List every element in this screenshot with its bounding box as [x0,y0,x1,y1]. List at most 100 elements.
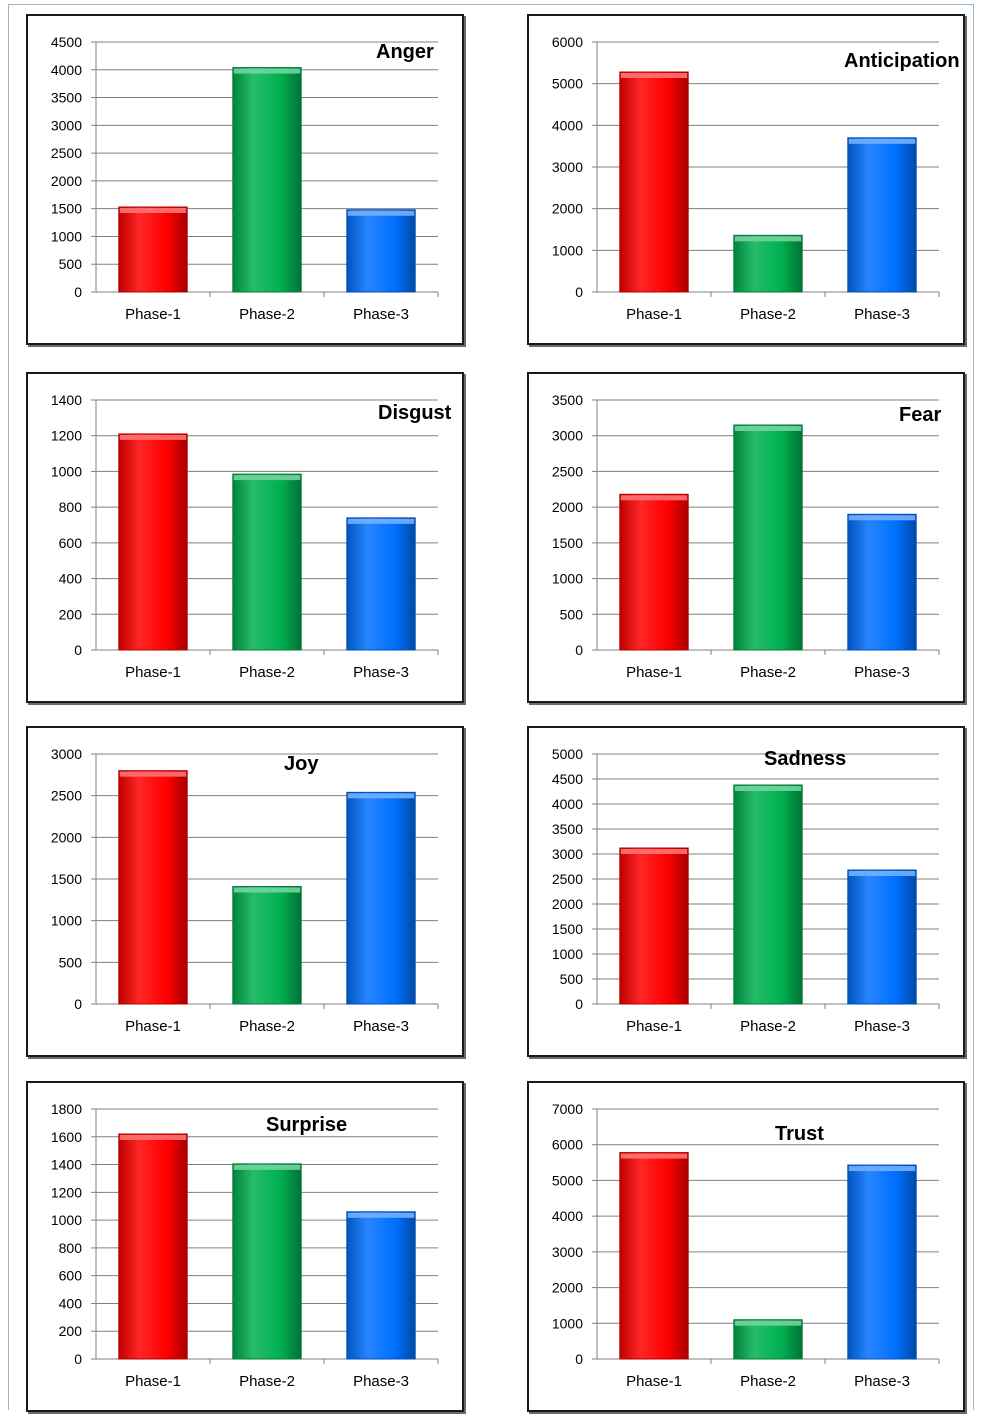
bar-highlight [620,849,688,854]
bar-phase-2 [733,424,803,651]
bar-chart-fear: 0 500 1000 1500 2000 2500 3000 3500 Phase-1 Phase… [552,392,942,681]
y-tick-label: 0 [575,284,583,300]
chart-title: Surprise [266,1114,347,1136]
y-tick-label: 0 [74,642,82,658]
bar-phase-3 [847,137,917,293]
y-tick-label: 1000 [552,1315,583,1331]
chart-title: Trust [775,1123,824,1145]
chart-panel-joy: 0 500 1000 1500 2000 2500 3000 Phase-1 Phase-2 Ph… [26,726,464,1057]
y-tick-label: 200 [59,1323,83,1339]
chart-panel-trust: 0 1000 2000 3000 4000 5000 6000 7000 Phase-1 Phas… [527,1081,965,1412]
chart-panel-surprise: 0 200 400 600 800 1000 1200 1400 1600 1800 Phase-1… [26,1081,464,1412]
y-tick-label: 4000 [552,796,583,812]
y-tick-label: 1500 [552,921,583,937]
bar-highlight [734,1320,802,1326]
bar-highlight [848,515,916,521]
bar-phase-1 [619,493,689,651]
bar-phase-3 [847,1164,917,1360]
y-tick-label: 2500 [51,788,82,804]
bar-chart-anger: 0 500 1000 1500 2000 2500 3000 3500 4000 4500 Phas… [51,34,439,323]
chart-title: Disgust [378,402,452,424]
y-tick-label: 1500 [51,871,82,887]
y-tick-label: 1800 [51,1101,82,1117]
x-category-label: Phase-1 [626,664,682,681]
y-tick-label: 1400 [51,1157,82,1173]
y-tick-label: 3000 [552,846,583,862]
x-category-label: Phase-1 [125,1373,181,1390]
x-category-label: Phase-2 [239,1018,295,1035]
y-tick-label: 4500 [51,34,82,50]
y-tick-label: 7000 [552,1101,583,1117]
x-category-label: Phase-3 [854,1018,910,1035]
bar-highlight [233,1164,301,1170]
y-tick-label: 500 [560,971,584,987]
x-category-label: Phase-3 [854,1373,910,1390]
bar-chart-trust: 0 1000 2000 3000 4000 5000 6000 7000 Phase-1 Phas… [552,1101,940,1390]
bar-highlight [233,475,301,481]
y-tick-label: 1600 [51,1129,82,1145]
y-tick-label: 500 [560,606,584,622]
bar-highlight [347,518,415,524]
chart-panel-disgust: 0 200 400 600 800 1000 1200 1400 Phase-1 Phase-2 P… [26,372,464,703]
y-tick-label: 3000 [51,746,82,762]
x-category-label: Phase-1 [125,1018,181,1035]
x-category-label: Phase-2 [239,664,295,681]
chart-panel-anticipation: 0 1000 2000 3000 4000 5000 6000 Phase-1 Phase-2 P… [527,14,965,345]
y-tick-label: 2000 [552,1280,583,1296]
bar-phase-2 [733,784,803,1005]
bar-highlight [347,1212,415,1218]
y-tick-label: 400 [59,1295,83,1311]
y-tick-label: 2500 [552,871,583,887]
x-category-label: Phase-3 [854,664,910,681]
bar-highlight [119,771,187,777]
y-tick-label: 1000 [51,463,82,479]
y-tick-label: 2000 [51,173,82,189]
y-tick-label: 1000 [51,1212,82,1228]
x-category-label: Phase-1 [626,1373,682,1390]
y-tick-label: 3500 [51,90,82,106]
x-category-label: Phase-3 [353,1018,409,1035]
bar-phase-1 [619,71,689,293]
y-tick-label: 3000 [552,1244,583,1260]
chart-panel-sadness: 0 500 1000 1500 2000 2500 3000 3500 4000 4500 5000… [527,726,965,1057]
chart-title: Anticipation [844,50,960,72]
chart-title: Sadness [764,748,846,770]
x-category-label: Phase-2 [740,664,796,681]
chart-title: Joy [284,753,319,775]
bar-highlight [848,1166,916,1172]
chart-title: Anger [376,41,434,63]
y-tick-label: 3000 [552,159,583,175]
bar-chart-surprise: 0 200 400 600 800 1000 1200 1400 1600 1800 Phase-1… [51,1101,439,1390]
y-tick-label: 1000 [552,946,583,962]
bar-phase-1 [118,770,188,1005]
y-tick-label: 1500 [51,201,82,217]
y-tick-label: 0 [74,1351,82,1367]
y-tick-label: 3000 [51,117,82,133]
bar-highlight [848,871,916,876]
y-tick-label: 2000 [552,896,583,912]
y-tick-label: 0 [575,996,583,1012]
y-tick-label: 4000 [51,62,82,78]
y-tick-label: 1000 [51,913,82,929]
bar-phase-3 [346,791,416,1005]
bar-highlight [620,73,688,78]
y-tick-label: 1400 [51,392,82,408]
bar-highlight [620,1153,688,1159]
bar-chart-joy: 0 500 1000 1500 2000 2500 3000 Phase-1 Phase-2 Ph… [51,746,439,1035]
chart-title: Fear [899,404,941,426]
y-tick-label: 600 [59,535,83,551]
x-category-label: Phase-3 [353,306,409,323]
x-category-label: Phase-2 [239,1373,295,1390]
x-category-label: Phase-2 [239,306,295,323]
bar-highlight [734,236,802,242]
y-tick-label: 1500 [552,535,583,551]
y-tick-label: 3000 [552,428,583,444]
bar-highlight [734,426,802,431]
y-tick-label: 600 [59,1268,83,1284]
y-tick-label: 200 [59,606,83,622]
y-tick-label: 2500 [552,463,583,479]
bar-chart-anticipation: 0 1000 2000 3000 4000 5000 6000 Phase-1 Phase-2 P… [552,34,960,323]
y-tick-label: 500 [59,954,83,970]
y-tick-label: 6000 [552,34,583,50]
bar-highlight [347,210,415,216]
